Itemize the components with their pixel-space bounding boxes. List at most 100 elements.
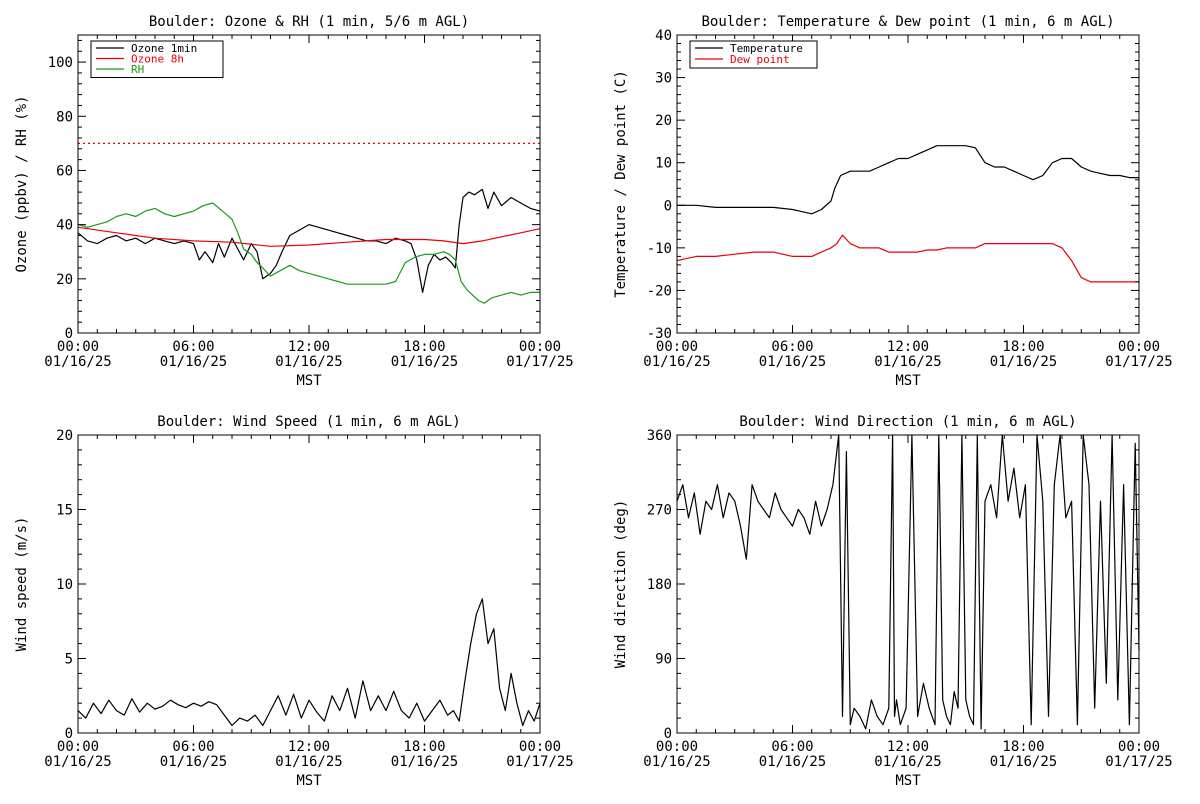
legend-label: Dew point	[730, 53, 790, 66]
x-tick-date-label: 01/17/25	[1105, 754, 1172, 770]
x-tick-date-label: 01/17/25	[506, 354, 573, 370]
x-tick-time-label: 00:00	[656, 339, 698, 355]
legend-label: Ozone 8h	[131, 53, 184, 66]
chart-title: Boulder: Wind Speed (1 min, 6 m AGL)	[157, 414, 460, 430]
plot-frame	[77, 34, 541, 334]
y-tick-label: 5	[65, 652, 73, 668]
x-tick-date-label: 01/16/25	[160, 754, 227, 770]
x-tick-time-label: 00:00	[1118, 339, 1160, 355]
x-axis-label: MST	[296, 373, 322, 389]
x-tick-date-label: 01/16/25	[44, 754, 111, 770]
series-line-0	[676, 434, 1140, 730]
y-tick-label: 60	[56, 163, 73, 179]
y-tick-label: 10	[655, 156, 672, 172]
series-line-0	[677, 145, 1139, 215]
y-tick-label: 0	[65, 326, 73, 342]
y-tick-label: -10	[647, 241, 672, 257]
y-tick-label: 180	[647, 577, 672, 593]
x-tick-date-label: 01/16/25	[391, 354, 458, 370]
x-tick-date-label: 01/16/25	[643, 354, 710, 370]
x-tick-date-label: 01/17/25	[506, 754, 573, 770]
y-tick-label: 270	[647, 503, 672, 519]
chart-panel-2: Boulder: Wind Speed (1 min, 6 m AGL) 0 5 10…	[14, 414, 574, 789]
x-tick-time-label: 18:00	[1002, 739, 1044, 755]
x-tick-date-label: 01/16/25	[643, 754, 710, 770]
x-tick-time-label: 00:00	[1118, 739, 1160, 755]
series-line-2	[77, 202, 540, 304]
x-tick-date-label: 01/16/25	[874, 354, 941, 370]
chart-panel-3: Boulder: Wind Direction (1 min, 6 m AGL)…	[613, 414, 1173, 789]
x-tick-time-label: 12:00	[887, 739, 929, 755]
x-tick-date-label: 01/16/25	[759, 354, 826, 370]
x-tick-time-label: 18:00	[403, 339, 445, 355]
y-axis-label: Temperature / Dew point (C)	[613, 70, 629, 298]
x-tick-date-label: 01/16/25	[44, 354, 111, 370]
y-tick-label: 80	[56, 109, 73, 125]
x-axis-label: MST	[895, 373, 921, 389]
chart-panel-1: Boulder: Temperature & Dew point (1 min,…	[613, 14, 1173, 389]
y-tick-label: 20	[56, 272, 73, 288]
x-tick-time-label: 18:00	[403, 739, 445, 755]
chart-title: Boulder: Ozone & RH (1 min, 5/6 m AGL)	[149, 14, 469, 30]
chart-title: Boulder: Temperature & Dew point (1 min,…	[701, 14, 1114, 30]
x-tick-time-label: 12:00	[887, 339, 929, 355]
plot-frame	[77, 434, 541, 734]
y-tick-label: 40	[655, 28, 672, 44]
series-line-1	[77, 226, 541, 247]
legend-label: Ozone 1min	[131, 42, 197, 55]
legend-label: Temperature	[730, 42, 803, 55]
plot-frame	[676, 34, 1140, 334]
y-tick-label: 90	[655, 652, 672, 668]
x-tick-date-label: 01/16/25	[160, 354, 227, 370]
y-axis-label: Wind direction (deg)	[613, 500, 629, 669]
x-tick-time-label: 00:00	[519, 739, 561, 755]
y-tick-label: 0	[664, 198, 672, 214]
x-tick-date-label: 01/16/25	[275, 754, 342, 770]
y-tick-label: 100	[48, 55, 73, 71]
y-tick-label: 30	[655, 71, 672, 87]
x-tick-time-label: 06:00	[771, 339, 813, 355]
legend-label: RH	[131, 63, 144, 76]
x-tick-date-label: 01/17/25	[1105, 354, 1172, 370]
y-tick-label: -30	[647, 326, 672, 342]
y-tick-label: 20	[655, 113, 672, 129]
y-tick-label: 10	[56, 577, 73, 593]
x-tick-date-label: 01/16/25	[874, 754, 941, 770]
legend-box	[90, 40, 224, 78]
x-tick-time-label: 12:00	[288, 739, 330, 755]
y-axis-label: Ozone (ppbv) / RH (%)	[14, 95, 30, 272]
x-tick-time-label: 06:00	[172, 339, 214, 355]
x-tick-date-label: 01/16/25	[990, 754, 1057, 770]
series-line-0	[77, 188, 541, 293]
x-axis-label: MST	[895, 773, 921, 789]
x-tick-date-label: 01/16/25	[759, 754, 826, 770]
y-tick-label: 0	[664, 726, 672, 742]
x-tick-time-label: 12:00	[288, 339, 330, 355]
x-tick-date-label: 01/16/25	[391, 754, 458, 770]
x-tick-time-label: 00:00	[519, 339, 561, 355]
x-tick-date-label: 01/16/25	[275, 354, 342, 370]
series-line-1	[676, 234, 1139, 283]
y-tick-label: 15	[56, 503, 73, 519]
x-tick-time-label: 00:00	[57, 339, 99, 355]
y-tick-label: 360	[647, 428, 672, 444]
chart-title: Boulder: Wind Direction (1 min, 6 m AGL)	[739, 414, 1076, 430]
x-tick-time-label: 00:00	[57, 739, 99, 755]
x-axis-label: MST	[296, 773, 322, 789]
plot-frame	[676, 434, 1140, 734]
y-tick-label: 0	[65, 726, 73, 742]
x-tick-time-label: 18:00	[1002, 339, 1044, 355]
series-line-0	[77, 598, 541, 727]
y-axis-label: Wind speed (m/s)	[14, 517, 30, 652]
y-tick-label: 40	[56, 218, 73, 234]
x-tick-date-label: 01/16/25	[990, 354, 1057, 370]
x-tick-time-label: 00:00	[656, 739, 698, 755]
x-tick-time-label: 06:00	[771, 739, 813, 755]
y-tick-label: -20	[647, 283, 672, 299]
y-tick-label: 20	[56, 428, 73, 444]
legend-box	[689, 40, 818, 69]
